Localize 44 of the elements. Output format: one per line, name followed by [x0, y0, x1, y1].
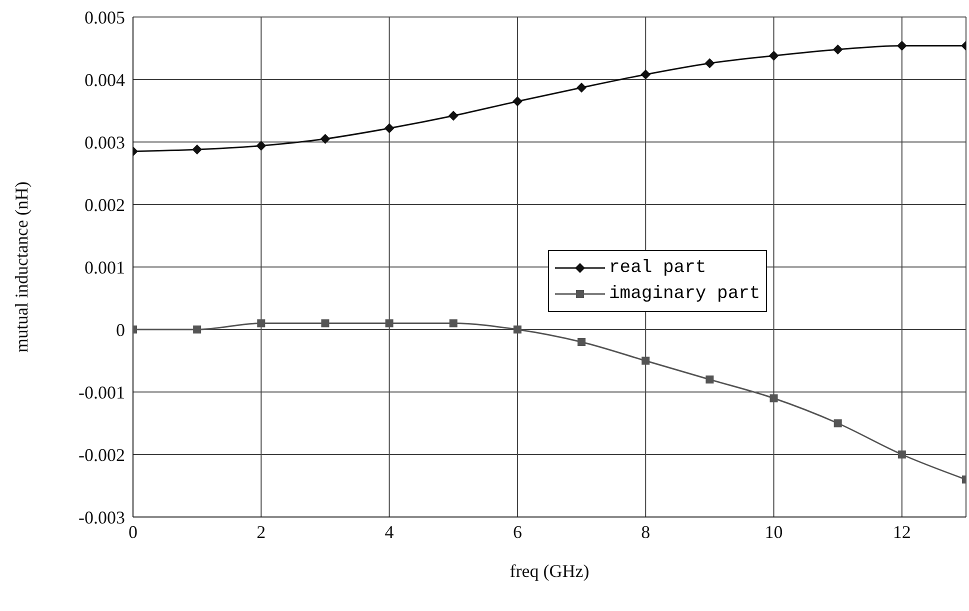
point — [834, 419, 842, 428]
point — [257, 319, 266, 328]
legend-label: real part — [609, 258, 706, 278]
x-tick-label: 12 — [892, 522, 911, 542]
y-tick-label: -0.001 — [78, 382, 125, 402]
x-tick-label: 4 — [384, 522, 394, 542]
point — [321, 319, 330, 328]
x-tick-label: 0 — [128, 522, 138, 542]
point — [896, 40, 907, 51]
y-tick-label: -0.003 — [78, 507, 125, 528]
y-tick-label: 0.002 — [84, 194, 125, 215]
legend-label: imaginary part — [609, 284, 760, 304]
x-axis-title: freq (GHz) — [510, 561, 590, 581]
y-tick-label: -0.002 — [78, 444, 125, 465]
point — [320, 134, 330, 144]
y-tick-label: 0.003 — [84, 132, 125, 152]
x-tick-label: 2 — [256, 522, 266, 542]
point — [576, 82, 587, 93]
y-tick-label: 0.001 — [84, 257, 125, 278]
y-axis-title: mutual inductance (nH) — [11, 182, 32, 352]
y-tick-label: 0.004 — [84, 70, 125, 90]
point — [513, 326, 522, 334]
point — [832, 44, 843, 54]
x-tick-label: 8 — [641, 522, 650, 542]
point — [706, 376, 714, 384]
point — [642, 356, 650, 365]
point — [448, 110, 458, 121]
point — [770, 394, 778, 402]
point — [384, 123, 394, 134]
x-tick-label: 10 — [764, 522, 783, 542]
point — [385, 319, 394, 328]
y-tick-label: 0 — [116, 320, 125, 340]
point — [193, 326, 202, 334]
point — [192, 144, 202, 154]
point — [256, 140, 266, 151]
y-tick-label: 0.005 — [84, 7, 125, 28]
point — [640, 70, 651, 80]
point — [898, 450, 906, 458]
point — [704, 58, 715, 68]
point — [768, 50, 779, 61]
point — [578, 338, 586, 346]
x-tick-label: 6 — [512, 522, 522, 542]
point — [512, 96, 522, 106]
point — [449, 319, 458, 328]
